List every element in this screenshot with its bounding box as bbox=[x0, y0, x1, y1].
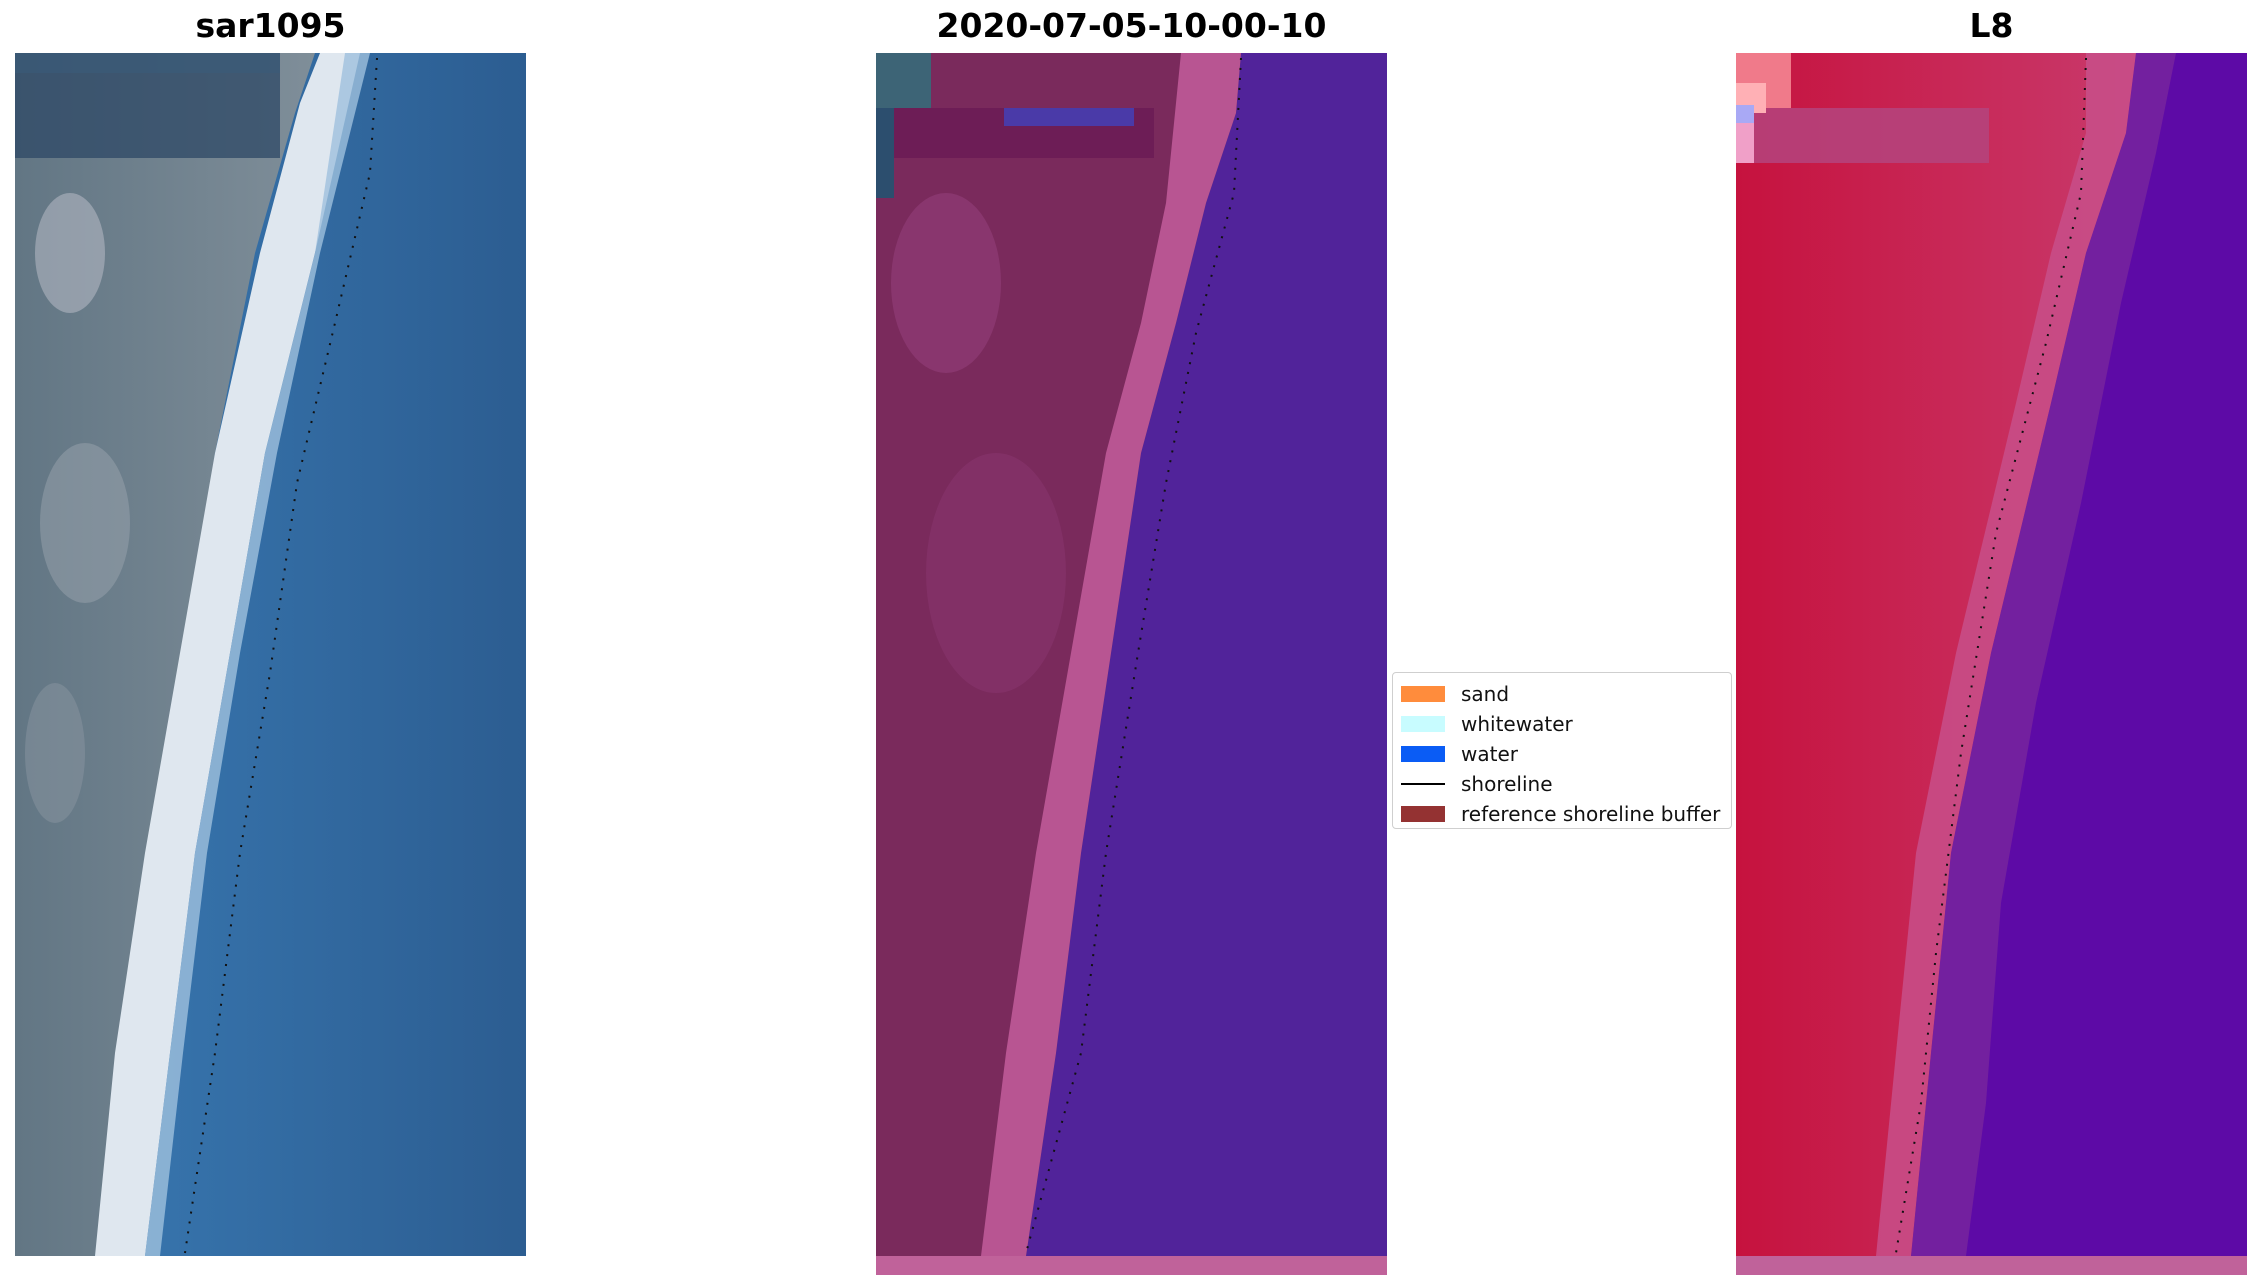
panel-title-index: L8 bbox=[1969, 6, 2014, 45]
whitewater-swatch bbox=[1401, 716, 1445, 732]
legend-item-water: water bbox=[1401, 739, 1731, 769]
legend-label-reference-buffer: reference shoreline buffer bbox=[1461, 802, 1721, 826]
panel-title-classified: 2020-07-05-10-00-10 bbox=[936, 6, 1327, 45]
legend: sand whitewater water shoreline referenc… bbox=[1392, 672, 1732, 829]
legend-label-water: water bbox=[1461, 742, 1518, 766]
classified-image-panel bbox=[876, 53, 1387, 1275]
panel-title-rgb: sar1095 bbox=[195, 6, 346, 45]
legend-item-whitewater: whitewater bbox=[1401, 709, 1731, 739]
legend-item-reference-buffer: reference shoreline buffer bbox=[1401, 799, 1731, 829]
water-swatch bbox=[1401, 746, 1445, 762]
index-image bbox=[1736, 53, 2247, 1275]
legend-item-shoreline: shoreline bbox=[1401, 769, 1731, 799]
legend-label-shoreline: shoreline bbox=[1461, 772, 1553, 796]
legend-label-whitewater: whitewater bbox=[1461, 712, 1573, 736]
shoreline-swatch bbox=[1401, 776, 1445, 792]
rgb-image bbox=[15, 53, 526, 1256]
legend-item-sand: sand bbox=[1401, 679, 1731, 709]
classified-image bbox=[876, 53, 1387, 1275]
sand-swatch bbox=[1401, 686, 1445, 702]
rgb-image-panel bbox=[15, 53, 526, 1256]
index-image-panel bbox=[1736, 53, 2247, 1275]
legend-label-sand: sand bbox=[1461, 682, 1510, 706]
reference-buffer-swatch bbox=[1401, 806, 1445, 822]
